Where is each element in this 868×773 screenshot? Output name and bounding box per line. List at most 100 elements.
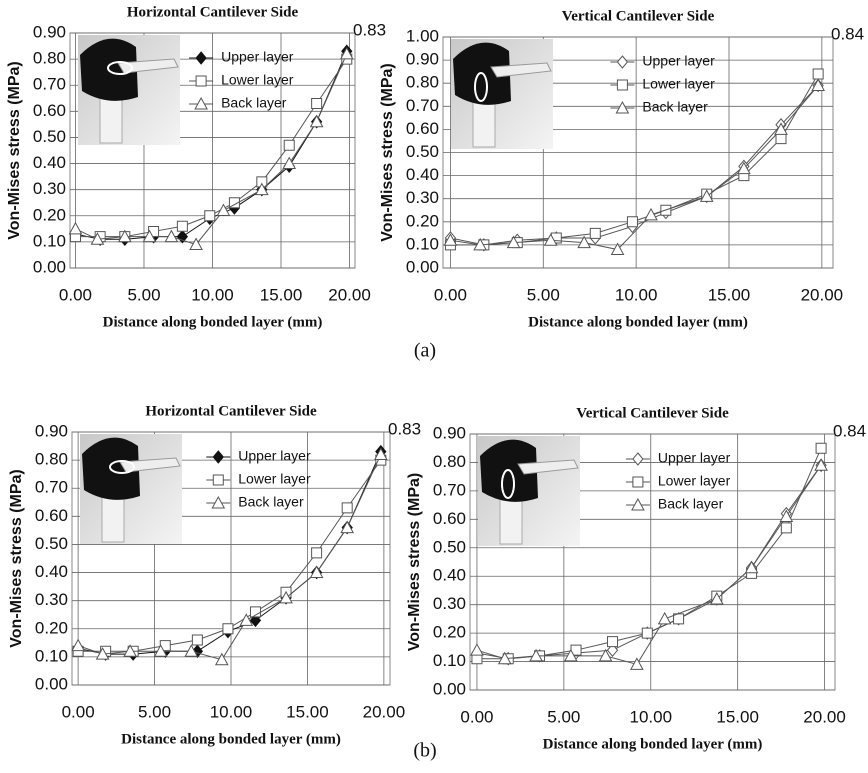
x-tick-label: 15.00 [286,702,329,721]
y-tick-label: 0.20 [433,623,466,642]
legend-label: Lower layer [658,473,731,489]
y-tick-label: 0.80 [433,452,466,471]
data-point [529,648,543,662]
x-axis-label: Distance along bonded layer (mm) [543,736,763,752]
annotation: 0.84 [833,421,866,440]
x-tick-label: 5.00 [547,707,580,726]
x-tick-label: 20.00 [328,285,371,304]
x-axis-label: Distance along bonded layer (mm) [121,731,341,747]
data-point [709,591,724,605]
y-tick-label: 0.00 [433,679,466,698]
data-point [673,613,685,625]
data-point [164,229,179,243]
data-point [311,98,323,109]
legend-label: Upper layer [221,49,294,65]
y-tick-label: 0.70 [35,478,68,497]
y-axis-label: Von-Mises stress (MPa) [8,469,25,647]
x-tick-label: 0.00 [59,285,92,304]
data-point [142,229,157,243]
legend-label: Back layer [642,99,708,115]
inset-highlight [109,460,135,474]
y-tick-label: 0.90 [433,423,466,442]
y-tick-label: 0.00 [406,257,439,276]
data-point [774,122,788,135]
y-tick-label: 0.70 [433,480,466,499]
data-point [204,210,216,222]
x-axis-label: Distance along bonded layer (mm) [103,314,323,330]
data-point [497,651,512,665]
y-tick-label: 0.90 [35,421,68,440]
y-tick-label: 0.50 [433,537,466,556]
x-tick-label: 0.00 [460,707,493,726]
data-point [153,644,168,657]
legend-marker [615,100,630,114]
data-point [341,502,353,514]
data-point [71,638,85,652]
y-tick-label: 0.10 [35,646,68,665]
x-tick-label: 10.00 [210,702,253,721]
data-point [254,182,269,196]
data-point [744,560,759,574]
x-tick-label: 20.00 [803,707,846,726]
chart-title: Horizontal Cantilever Side [127,4,299,20]
x-tick-label: 20.00 [363,702,406,721]
y-axis-label: Von-Mises stress (MPa) [406,473,423,651]
data-point [811,78,825,92]
y-tick-label: 0.30 [433,594,466,613]
y-tick-label: 0.10 [33,231,66,250]
data-point [657,611,672,625]
data-point [90,232,105,245]
y-tick-label: 0.00 [33,257,66,276]
y-tick-label: 0.80 [406,73,439,92]
data-point [191,644,204,659]
data-point [216,203,231,217]
data-point [699,189,714,202]
data-point [443,233,458,246]
data-point [812,68,824,80]
legend-label: Lower layer [238,471,311,487]
data-point [644,207,658,221]
x-tick-label: 20.00 [801,285,844,304]
x-tick-label: 10.00 [615,285,658,304]
annotation: 0.84 [831,24,864,43]
y-tick-label: 0.70 [406,96,439,115]
y-tick-label: 0.20 [33,205,66,224]
data-point [311,547,323,559]
y-tick-label: 0.60 [406,119,439,138]
y-tick-label: 0.60 [35,506,68,525]
y-tick-label: 0.40 [406,165,439,184]
legend-label: Upper layer [642,53,715,69]
caption: (a) [414,340,436,362]
legend-label: Lower layer [642,76,715,92]
x-tick-label: 15.00 [708,285,751,304]
data-point [506,235,521,249]
y-tick-label: 0.80 [33,49,66,68]
y-tick-label: 0.90 [33,22,66,41]
data-point [282,156,297,170]
x-tick-label: 10.00 [629,707,672,726]
data-point [775,133,787,145]
data-point [176,220,188,232]
data-point [228,197,240,209]
data-point [189,237,203,250]
inset-beam [119,457,181,473]
inset-beam [117,58,179,74]
y-tick-label: 0.80 [35,450,68,469]
legend-marker [616,79,628,91]
data-point [780,522,792,534]
data-point [815,442,827,454]
legend-label: Lower layer [221,72,294,88]
data-point [176,229,189,244]
chart-title: Horizontal Cantilever Side [145,403,317,419]
legend-marker [212,450,224,464]
legend-marker [194,96,208,110]
data-point [589,227,601,239]
x-tick-label: 15.00 [716,707,759,726]
x-tick-label: 5.00 [527,285,560,304]
data-point [814,458,828,471]
data-point [309,114,324,128]
inset-highlight [474,72,488,102]
inset-highlight [107,61,133,75]
data-point [543,233,558,246]
legend-marker [631,497,645,511]
